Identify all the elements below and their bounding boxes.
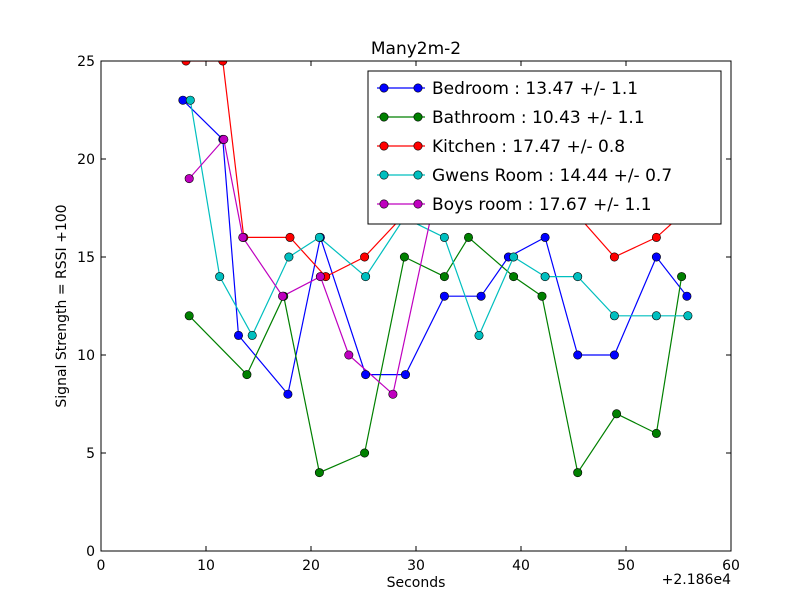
data-point [612, 409, 622, 419]
legend-label-1: Bathroom : 10.43 +/- 1.1 [432, 108, 645, 128]
x-tick-label: 0 [97, 558, 106, 574]
y-tick-label: 20 [77, 152, 95, 168]
data-point [360, 252, 370, 262]
y-tick-label: 10 [77, 348, 95, 364]
series-line-4 [188, 138, 434, 396]
data-point [476, 291, 486, 301]
x-axis-offset-label: +2.186e4 [662, 572, 731, 588]
x-tick-label: 30 [407, 558, 425, 574]
x-tick-label: 40 [512, 558, 530, 574]
data-point [609, 350, 619, 360]
legend-marker [413, 199, 423, 209]
data-point [314, 232, 324, 242]
data-point [181, 61, 191, 66]
data-point [315, 272, 325, 282]
data-point [677, 272, 687, 282]
legend-marker [379, 199, 389, 209]
data-point [439, 291, 449, 301]
chart-title: Many2m-2 [371, 39, 461, 59]
data-point [439, 232, 449, 242]
legend: Bedroom : 13.47 +/- 1.1 Bathroom : 10.43 … [367, 70, 722, 225]
legend-label-2: Kitchen : 17.47 +/- 0.8 [432, 137, 625, 157]
data-point [683, 311, 693, 321]
data-point [573, 350, 583, 360]
data-point [509, 252, 519, 262]
data-point [573, 468, 583, 478]
data-point [238, 232, 248, 242]
y-tick-label: 5 [86, 446, 95, 462]
data-point [185, 95, 195, 105]
data-point [537, 291, 547, 301]
legend-marker [379, 83, 389, 93]
data-point [361, 370, 371, 380]
legend-label-0: Bedroom : 13.47 +/- 1.1 [432, 79, 638, 99]
x-tick-label: 20 [302, 558, 320, 574]
data-point [388, 389, 398, 399]
x-tick-label: 60 [722, 558, 740, 574]
data-point [344, 350, 354, 360]
y-tick-label: 15 [77, 250, 95, 266]
x-axis-label: Seconds [387, 575, 446, 591]
data-point [682, 291, 692, 301]
data-point [278, 291, 288, 301]
data-point [474, 330, 484, 340]
legend-marker [379, 170, 389, 180]
legend-label-3: Gwens Room : 14.44 +/- 0.7 [432, 166, 672, 186]
data-point [283, 389, 293, 399]
data-point [399, 252, 409, 262]
legend-marker [379, 112, 389, 122]
legend-box [367, 70, 722, 225]
series-line-1 [188, 236, 683, 475]
data-point [651, 428, 661, 438]
data-point [184, 174, 194, 184]
data-point [439, 272, 449, 282]
data-point [540, 272, 550, 282]
data-point [314, 468, 324, 478]
x-tick-label: 10 [197, 558, 215, 574]
y-tick-label: 25 [77, 54, 95, 70]
y-axis-label: Signal Strength = RSSI +100 [54, 204, 70, 407]
y-axis-ticks: 0 5 10 15 20 25 [77, 54, 731, 560]
data-point [400, 370, 410, 380]
data-point [218, 61, 228, 66]
data-point [285, 232, 295, 242]
data-point [242, 370, 252, 380]
data-point [361, 272, 371, 282]
legend-marker [413, 141, 423, 151]
legend-label-4: Boys room : 17.67 +/- 1.1 [432, 195, 652, 215]
legend-marker [413, 83, 423, 93]
y-tick-label: 0 [86, 544, 95, 560]
data-point [573, 272, 583, 282]
data-point [463, 232, 473, 242]
data-point [360, 448, 370, 458]
data-point [609, 311, 619, 321]
data-point [609, 252, 619, 262]
x-tick-label: 50 [617, 558, 635, 574]
data-point [219, 134, 229, 144]
data-point [234, 330, 244, 340]
data-point [284, 252, 294, 262]
legend-marker [413, 170, 423, 180]
data-point [651, 252, 661, 262]
legend-marker [379, 141, 389, 151]
legend-marker [413, 112, 423, 122]
data-point [651, 311, 661, 321]
data-point [184, 311, 194, 321]
data-point [215, 272, 225, 282]
x-axis-ticks: 0 10 20 30 40 50 60 [97, 61, 740, 574]
data-point [540, 232, 550, 242]
data-point [247, 330, 257, 340]
data-point [651, 232, 661, 242]
data-point [509, 272, 519, 282]
